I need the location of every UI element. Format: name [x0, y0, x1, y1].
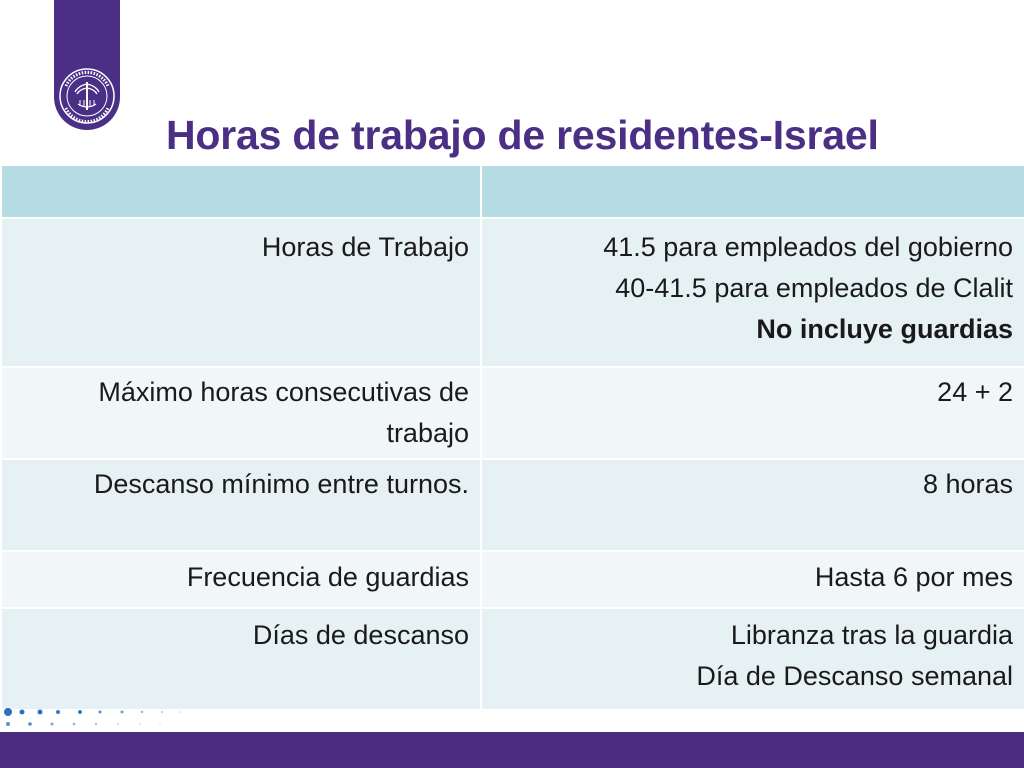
- row-label: Horas de Trabajo: [0, 217, 482, 368]
- value-line: Día de Descanso semanal: [696, 661, 1013, 691]
- row-value: Hasta 6 por mes: [480, 550, 1024, 609]
- value-line: 8 horas: [922, 469, 1013, 499]
- table-row: Horas de Trabajo 41.5 para empleados del…: [0, 217, 1024, 368]
- row-value: 41.5 para empleados del gobierno 40-41.5…: [480, 217, 1024, 368]
- table-row: Descanso mínimo entre turnos. 8 horas: [0, 458, 1024, 552]
- value-line: Libranza tras la guardia: [730, 620, 1013, 650]
- value-line: Hasta 6 por mes: [814, 562, 1013, 592]
- association-logo: [54, 0, 120, 130]
- footer-bar: [0, 732, 1024, 768]
- header-cell: [0, 164, 482, 219]
- residents-hours-table: Horas de Trabajo 41.5 para empleados del…: [0, 164, 1024, 711]
- value-line: 40-41.5 para empleados de Clalit: [615, 273, 1013, 303]
- decorative-dots: [4, 708, 181, 726]
- row-label: Frecuencia de guardias: [0, 550, 482, 609]
- table-header-row: [0, 164, 1024, 219]
- table-row: Frecuencia de guardias Hasta 6 por mes: [0, 550, 1024, 609]
- value-line: No incluye guardias: [756, 314, 1013, 344]
- row-value: 8 horas: [480, 458, 1024, 552]
- header-cell: [480, 164, 1024, 219]
- table-row: Días de descanso Libranza tras la guardi…: [0, 607, 1024, 711]
- medical-emblem-icon: [59, 68, 115, 124]
- row-label: Días de descanso: [0, 607, 482, 711]
- value-line: 41.5 para empleados del gobierno: [603, 232, 1013, 262]
- value-line: 24 + 2: [937, 377, 1013, 407]
- table-row: Máximo horas consecutivas de trabajo 24 …: [0, 366, 1024, 460]
- row-label: Descanso mínimo entre turnos.: [0, 458, 482, 552]
- slide-title: Horas de trabajo de residentes-Israel: [166, 112, 879, 158]
- row-label: Máximo horas consecutivas de trabajo: [0, 366, 482, 460]
- row-value: Libranza tras la guardia Día de Descanso…: [480, 607, 1024, 711]
- row-value: 24 + 2: [480, 366, 1024, 460]
